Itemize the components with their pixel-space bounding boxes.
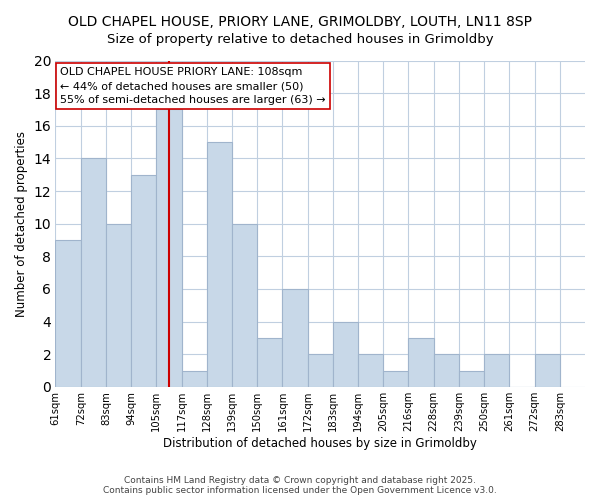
Bar [131, 174, 157, 387]
Bar [106, 224, 131, 387]
Bar [308, 354, 333, 387]
Text: OLD CHAPEL HOUSE, PRIORY LANE, GRIMOLDBY, LOUTH, LN11 8SP: OLD CHAPEL HOUSE, PRIORY LANE, GRIMOLDBY… [68, 15, 532, 29]
Text: Contains HM Land Registry data © Crown copyright and database right 2025.
Contai: Contains HM Land Registry data © Crown c… [103, 476, 497, 495]
Bar [283, 289, 308, 387]
Bar [484, 354, 509, 387]
Bar [383, 370, 409, 387]
Text: OLD CHAPEL HOUSE PRIORY LANE: 108sqm
← 44% of detached houses are smaller (50)
5: OLD CHAPEL HOUSE PRIORY LANE: 108sqm ← 4… [60, 67, 326, 105]
Bar [459, 370, 484, 387]
Bar [409, 338, 434, 387]
Bar [232, 224, 257, 387]
Y-axis label: Number of detached properties: Number of detached properties [15, 130, 28, 316]
Bar [80, 158, 106, 387]
Bar [333, 322, 358, 387]
Bar [434, 354, 459, 387]
Text: Size of property relative to detached houses in Grimoldby: Size of property relative to detached ho… [107, 32, 493, 46]
Bar [207, 142, 232, 387]
Bar [257, 338, 283, 387]
Bar [55, 240, 80, 387]
Bar [182, 370, 207, 387]
Bar [358, 354, 383, 387]
X-axis label: Distribution of detached houses by size in Grimoldby: Distribution of detached houses by size … [163, 437, 477, 450]
Bar [535, 354, 560, 387]
Bar [157, 110, 182, 387]
